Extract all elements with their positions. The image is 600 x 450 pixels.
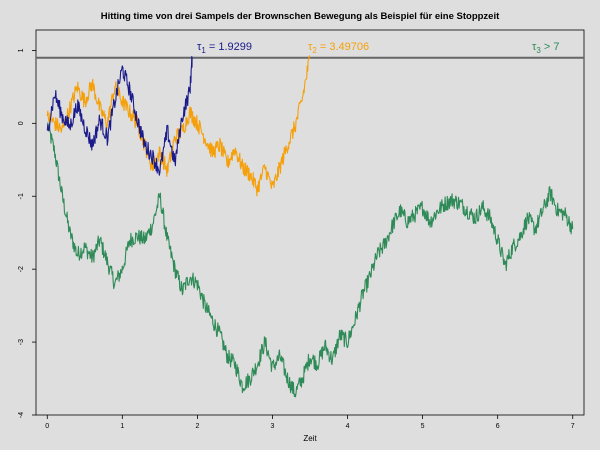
series-line-2: [46, 55, 311, 197]
x-tick-label: 6: [496, 423, 500, 430]
tau-annotation-2: τ2 = 3.49706: [308, 41, 369, 55]
series-layer: [46, 55, 574, 398]
tau-symbol: τ: [197, 41, 202, 53]
x-tick-label: 3: [271, 423, 275, 430]
x-tick-label: 5: [421, 423, 425, 430]
tau-subscript: 3: [536, 46, 541, 55]
x-tick-label: 7: [571, 423, 575, 430]
y-tick-label: -4: [18, 412, 25, 418]
plot-box: [35, 29, 585, 416]
y-tick-label: -3: [18, 339, 25, 345]
tau-subscript: 1: [201, 46, 206, 55]
y-tick-label: -2: [18, 266, 25, 272]
chart-title: Hitting time von drei Sampels der Browns…: [101, 11, 500, 22]
tau-symbol: τ: [308, 41, 313, 53]
tau-value: = 3.49706: [317, 41, 369, 53]
y-axis: -4 -3 -2 -1 0 1: [18, 48, 36, 418]
tau-subscript: 2: [312, 46, 317, 55]
annotation-layer: τ1 = 1.9299 τ2 = 3.49706 τ3 > 7: [197, 41, 559, 55]
tau-value: > 7: [541, 41, 560, 53]
x-tick-label: 0: [45, 423, 49, 430]
x-tick-label: 2: [195, 423, 199, 430]
y-tick-label: -1: [18, 193, 25, 199]
y-tick-label: 0: [18, 121, 25, 125]
tau-annotation-3: τ3 > 7: [532, 41, 559, 55]
tau-symbol: τ: [532, 41, 537, 53]
series-line-3: [46, 122, 574, 398]
y-tick-label: 1: [18, 48, 25, 52]
x-tick-label: 1: [120, 423, 124, 430]
tau-annotation-1: τ1 = 1.9299: [197, 41, 252, 55]
x-axis-label: Zeit: [303, 434, 317, 443]
tau-value: = 1.9299: [206, 41, 252, 53]
x-tick-label: 4: [346, 423, 350, 430]
x-axis: 0 1 2 3 4 5 6 7: [45, 415, 575, 430]
series-line-1: [46, 56, 193, 176]
